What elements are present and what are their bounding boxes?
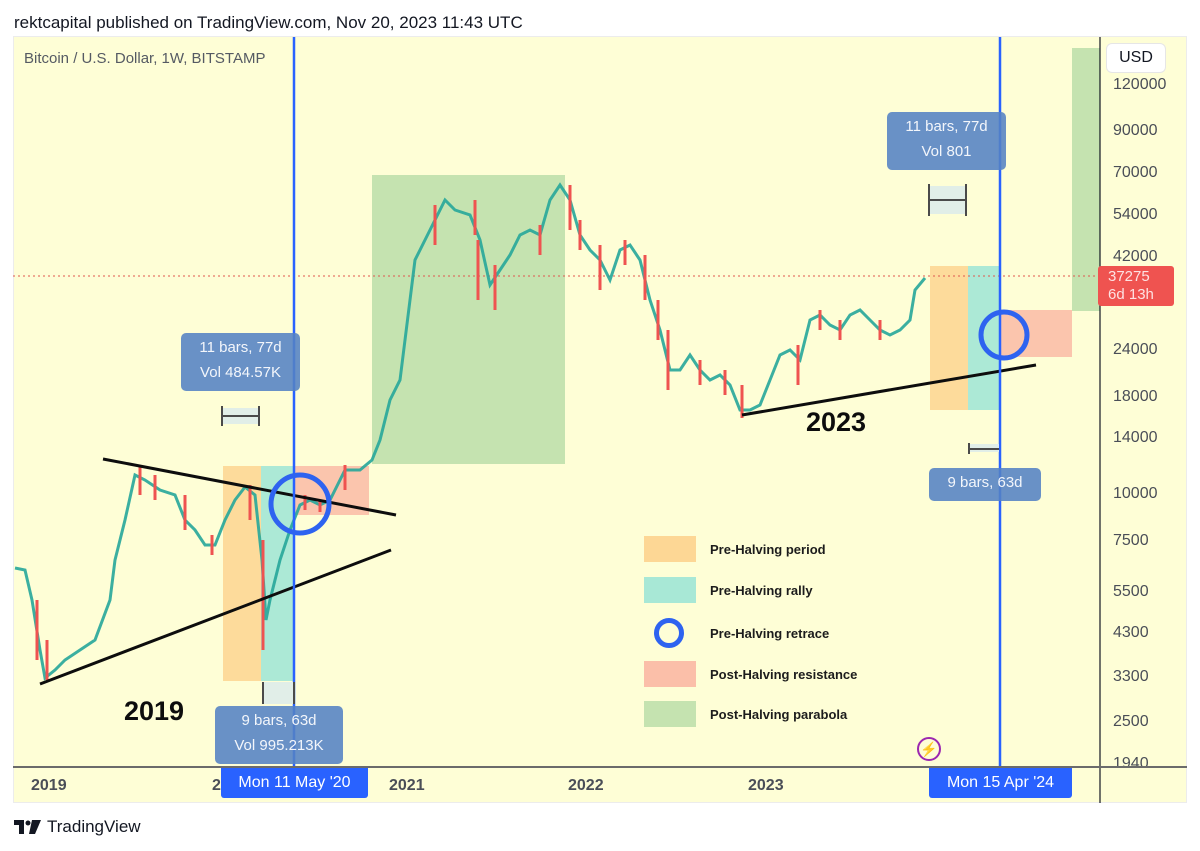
measure-volume-text: Vol 995.213K xyxy=(234,737,324,754)
last-price-value: 37275 xyxy=(1108,268,1150,285)
halving-date-label-2020: Mon 11 May '20 xyxy=(221,768,368,798)
legend-item-pre-halving-rally: Pre-Halving rally xyxy=(644,577,813,603)
measure-label-2024-top: 11 bars, 77d Vol 801 xyxy=(887,112,1006,170)
time-tick: 2023 xyxy=(748,777,784,794)
legend-swatch xyxy=(644,536,696,562)
ascending-trendline-2019 xyxy=(39,548,392,686)
pre-halving-period-zone-2024 xyxy=(930,266,968,410)
time-tick: 2019 xyxy=(31,777,67,794)
price-tick: 18000 xyxy=(1113,388,1158,405)
price-tick: 2500 xyxy=(1113,713,1149,730)
time-tick: 2021 xyxy=(389,777,425,794)
brand-name: TradingView xyxy=(47,817,141,836)
measure-bars-text: 11 bars, 77d xyxy=(199,339,282,356)
legend-label: Pre-Halving retrace xyxy=(710,625,830,641)
price-tick: 14000 xyxy=(1113,429,1158,446)
measure-label-2024-bottom: 9 bars, 63d xyxy=(929,468,1041,501)
date-range-2020-bottom xyxy=(262,682,295,704)
date-range-2020-top xyxy=(221,406,260,426)
price-tick: 24000 xyxy=(1113,341,1158,358)
price-tick: 3300 xyxy=(1113,668,1149,685)
legend-swatch xyxy=(644,577,696,603)
price-tick: 5500 xyxy=(1113,583,1149,600)
pre-halving-retrace-circle-2024 xyxy=(978,309,1030,361)
post-halving-parabola-zone-2025 xyxy=(1072,48,1100,311)
bar-countdown: 6d 13h xyxy=(1108,286,1154,303)
tradingview-logo[interactable]: TradingView xyxy=(14,817,141,837)
legend-label: Pre-Halving rally xyxy=(710,582,813,598)
currency-button[interactable]: USD xyxy=(1106,43,1166,73)
time-tick: 2022 xyxy=(568,777,604,794)
measure-label-2020-top: 11 bars, 77d Vol 484.57K xyxy=(181,333,300,391)
legend-label: Post-Halving resistance xyxy=(710,666,858,682)
price-tick: 54000 xyxy=(1113,206,1158,223)
ascending-trendline-2023 xyxy=(741,363,1037,417)
legend-item-pre-halving-retrace: Pre-Halving retrace xyxy=(644,617,829,649)
price-tick: 70000 xyxy=(1113,164,1158,181)
legend-swatch xyxy=(644,661,696,687)
price-tick: 120000 xyxy=(1113,76,1167,93)
legend-item-post-halving-resistance: Post-Halving resistance xyxy=(644,661,857,687)
price-tick: 10000 xyxy=(1113,485,1158,502)
measure-bars-text: 11 bars, 77d xyxy=(905,118,988,135)
year-label-2023: 2023 xyxy=(806,407,867,437)
date-range-2024-top xyxy=(928,184,967,216)
post-halving-parabola-zone-2021 xyxy=(372,175,565,464)
measure-label-2020-bottom: 9 bars, 63d Vol 995.213K xyxy=(215,706,343,764)
descending-trendline-2019 xyxy=(102,457,397,517)
price-tick: 7500 xyxy=(1113,532,1149,549)
legend-label: Post-Halving parabola xyxy=(710,706,848,722)
post-halving-resistance-zone-2024 xyxy=(1000,310,1072,357)
legend-swatch xyxy=(644,701,696,727)
halving-date-label-2024: Mon 15 Apr '24 xyxy=(929,768,1072,798)
price-tick: 4300 xyxy=(1113,624,1149,641)
time-tick: 2 xyxy=(212,777,221,794)
candles-sample xyxy=(35,185,882,680)
symbol-title: Bitcoin / U.S. Dollar, 1W, BITSTAMP xyxy=(24,50,266,67)
measure-bars-text: 9 bars, 63d xyxy=(241,712,317,729)
published-caption: rektcapital published on TradingView.com… xyxy=(14,13,523,32)
price-tick: 90000 xyxy=(1113,122,1158,139)
year-label-2019: 2019 xyxy=(124,696,185,726)
legend-item-post-halving-parabola: Post-Halving parabola xyxy=(644,701,847,727)
price-tick: 42000 xyxy=(1113,248,1158,265)
measure-volume-text: Vol 801 xyxy=(921,143,972,160)
pre-halving-rally-zone-2024 xyxy=(968,266,1000,410)
measure-bars-text: 9 bars, 63d xyxy=(947,474,1023,491)
last-price-label: 37275 6d 13h xyxy=(1098,266,1174,306)
measure-volume-text: Vol 484.57K xyxy=(200,364,281,381)
legend-label: Pre-Halving period xyxy=(710,541,826,557)
pre-halving-retrace-circle-2020 xyxy=(268,472,332,536)
price-tick: 1940 xyxy=(1113,755,1149,766)
lightning-icon[interactable]: ⚡ xyxy=(917,737,941,761)
date-range-2024-bottom xyxy=(968,443,999,454)
legend-item-pre-halving-period: Pre-Halving period xyxy=(644,536,826,562)
tradingview-logo-icon xyxy=(14,820,41,834)
circle-icon xyxy=(654,618,684,648)
